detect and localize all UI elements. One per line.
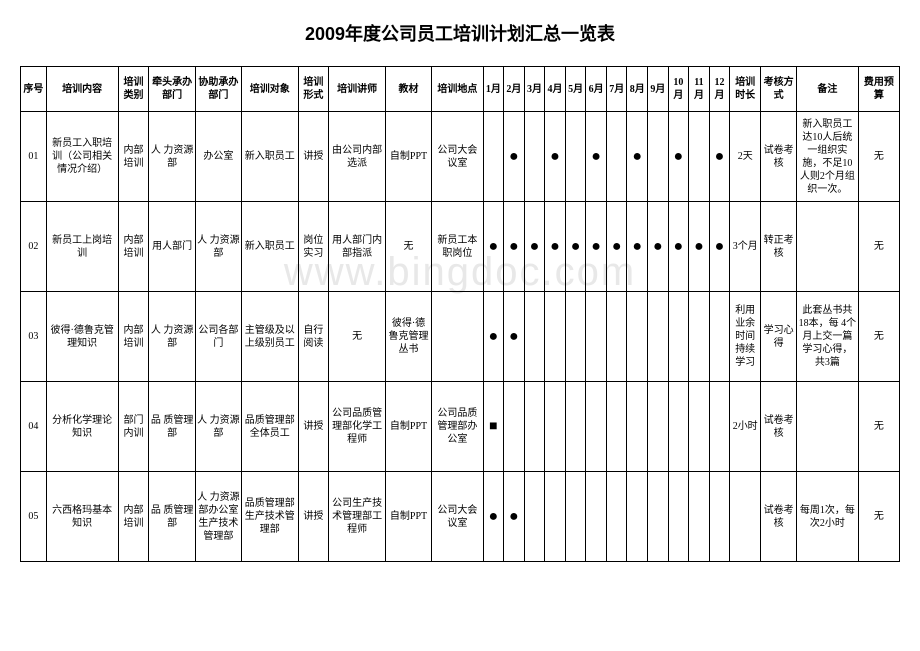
col-m8: 8月 xyxy=(627,67,648,112)
col-budget: 费用预算 xyxy=(858,67,899,112)
col-m9: 9月 xyxy=(648,67,669,112)
page-title: 2009年度公司员工培训计划汇总一览表 xyxy=(20,20,900,46)
col-m2: 2月 xyxy=(504,67,525,112)
col-m6: 6月 xyxy=(586,67,607,112)
col-m4: 4月 xyxy=(545,67,566,112)
col-seq: 序号 xyxy=(21,67,47,112)
col-remark: 备注 xyxy=(797,67,859,112)
col-m7: 7月 xyxy=(606,67,627,112)
col-m3: 3月 xyxy=(524,67,545,112)
col-location: 培训地点 xyxy=(432,67,483,112)
table-row: 04分析化学理论知识部门内训品 质管理部人 力资源部品质管理部全体员工讲授公司品… xyxy=(21,382,900,472)
table-row: 05六西格玛基本知识内部培训品 质管理部人 力资源部办公室生产技术管理部品质管理… xyxy=(21,472,900,562)
col-assist_dept: 协助承办部门 xyxy=(195,67,241,112)
col-form: 培训形式 xyxy=(298,67,329,112)
training-table: 序号培训内容培训类别牵头承办部门协助承办部门培训对象培训形式培训讲师教材培训地点… xyxy=(20,66,900,562)
col-m5: 5月 xyxy=(565,67,586,112)
col-target: 培训对象 xyxy=(241,67,298,112)
col-m11: 11月 xyxy=(689,67,710,112)
col-m10: 10月 xyxy=(668,67,689,112)
col-duration: 培训时长 xyxy=(730,67,761,112)
col-m12: 12月 xyxy=(709,67,730,112)
table-body: 01新员工入职培训（公司相关情况介绍）内部培训人 力资源部办公室新入职员工讲授由… xyxy=(21,112,900,562)
col-category: 培训类别 xyxy=(118,67,149,112)
table-row: 03彼得·德鲁克管理知识内部培训人 力资源部公司各部门主管级及以上级别员工自行阅… xyxy=(21,292,900,382)
col-content: 培训内容 xyxy=(46,67,118,112)
table-row: 02新员工上岗培训内部培训用人部门人 力资源部新入职员工岗位实习用人部门内部指派… xyxy=(21,202,900,292)
col-lead_dept: 牵头承办部门 xyxy=(149,67,195,112)
col-assess: 考核方式 xyxy=(761,67,797,112)
table-row: 01新员工入职培训（公司相关情况介绍）内部培训人 力资源部办公室新入职员工讲授由… xyxy=(21,112,900,202)
col-material: 教材 xyxy=(385,67,431,112)
table-header-row: 序号培训内容培训类别牵头承办部门协助承办部门培训对象培训形式培训讲师教材培训地点… xyxy=(21,67,900,112)
training-table-wrap: 序号培训内容培训类别牵头承办部门协助承办部门培训对象培训形式培训讲师教材培训地点… xyxy=(20,66,900,562)
col-m1: 1月 xyxy=(483,67,504,112)
col-lecturer: 培训讲师 xyxy=(329,67,386,112)
